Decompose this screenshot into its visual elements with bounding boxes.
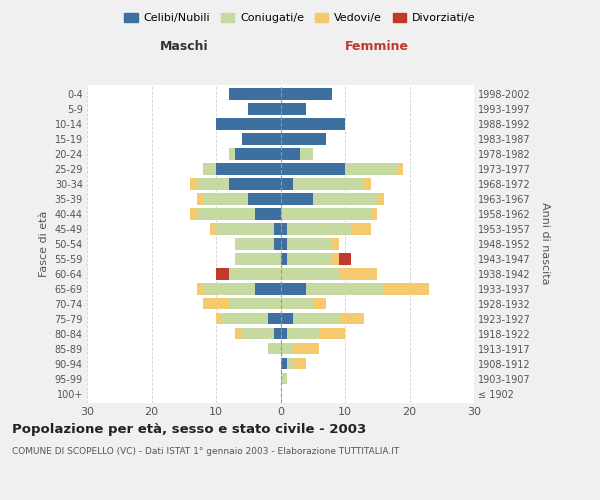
Bar	[229, 298, 281, 310]
Bar	[281, 208, 371, 220]
Bar	[242, 133, 281, 145]
Bar	[197, 193, 203, 204]
Bar	[281, 163, 345, 174]
Bar	[287, 328, 319, 340]
Bar	[209, 223, 216, 234]
Bar	[313, 193, 377, 204]
Bar	[300, 148, 313, 160]
Bar	[384, 283, 429, 294]
Bar	[281, 268, 338, 280]
Bar	[332, 253, 338, 264]
Bar	[216, 268, 229, 280]
Bar	[229, 148, 235, 160]
Bar	[203, 163, 216, 174]
Bar	[281, 148, 300, 160]
Bar	[248, 103, 281, 115]
Bar	[190, 178, 197, 190]
Bar	[197, 283, 203, 294]
Bar	[197, 178, 229, 190]
Bar	[216, 118, 281, 130]
Bar	[229, 268, 281, 280]
Bar	[254, 283, 281, 294]
Bar	[254, 208, 281, 220]
Bar	[338, 313, 364, 324]
Bar	[216, 223, 274, 234]
Bar	[281, 358, 287, 370]
Text: COMUNE DI SCOPELLO (VC) - Dati ISTAT 1° gennaio 2003 - Elaborazione TUTTITALIA.I: COMUNE DI SCOPELLO (VC) - Dati ISTAT 1° …	[12, 448, 399, 456]
Bar	[371, 208, 377, 220]
Bar	[203, 193, 248, 204]
Bar	[268, 313, 281, 324]
Bar	[229, 178, 281, 190]
Bar	[338, 268, 377, 280]
Bar	[248, 193, 281, 204]
Bar	[307, 283, 384, 294]
Bar	[229, 88, 281, 100]
Bar	[338, 253, 352, 264]
Bar	[197, 208, 254, 220]
Bar	[223, 313, 268, 324]
Legend: Celibi/Nubili, Coniugati/e, Vedovi/e, Divorziati/e: Celibi/Nubili, Coniugati/e, Vedovi/e, Di…	[120, 8, 480, 28]
Bar	[319, 328, 345, 340]
Text: Femmine: Femmine	[345, 40, 409, 54]
Bar	[293, 178, 364, 190]
Bar	[281, 118, 345, 130]
Bar	[352, 223, 371, 234]
Bar	[216, 163, 281, 174]
Bar	[293, 313, 338, 324]
Bar	[274, 223, 281, 234]
Bar	[281, 193, 313, 204]
Bar	[274, 238, 281, 250]
Bar	[281, 253, 287, 264]
Bar	[281, 223, 287, 234]
Bar	[287, 253, 332, 264]
Y-axis label: Fasce di età: Fasce di età	[39, 210, 49, 277]
Bar	[281, 298, 313, 310]
Bar	[281, 342, 293, 354]
Bar	[397, 163, 403, 174]
Bar	[274, 328, 281, 340]
Bar	[281, 283, 307, 294]
Bar	[242, 328, 274, 340]
Bar	[313, 298, 326, 310]
Bar	[281, 88, 332, 100]
Bar	[281, 372, 287, 384]
Bar	[364, 178, 371, 190]
Bar	[287, 238, 332, 250]
Text: Popolazione per età, sesso e stato civile - 2003: Popolazione per età, sesso e stato civil…	[12, 422, 366, 436]
Bar	[203, 298, 229, 310]
Bar	[190, 208, 197, 220]
Bar	[281, 103, 307, 115]
Text: Maschi: Maschi	[160, 40, 208, 54]
Bar	[203, 283, 254, 294]
Bar	[332, 238, 338, 250]
Bar	[345, 163, 397, 174]
Bar	[235, 148, 281, 160]
Bar	[293, 358, 306, 370]
Bar	[235, 238, 274, 250]
Bar	[216, 313, 223, 324]
Bar	[287, 223, 352, 234]
Bar	[377, 193, 384, 204]
Bar	[268, 342, 281, 354]
Bar	[235, 328, 242, 340]
Y-axis label: Anni di nascita: Anni di nascita	[541, 202, 550, 285]
Bar	[235, 253, 281, 264]
Bar	[281, 238, 287, 250]
Bar	[281, 178, 293, 190]
Bar	[287, 358, 293, 370]
Bar	[293, 342, 319, 354]
Bar	[281, 133, 326, 145]
Bar	[281, 313, 293, 324]
Bar	[281, 328, 287, 340]
